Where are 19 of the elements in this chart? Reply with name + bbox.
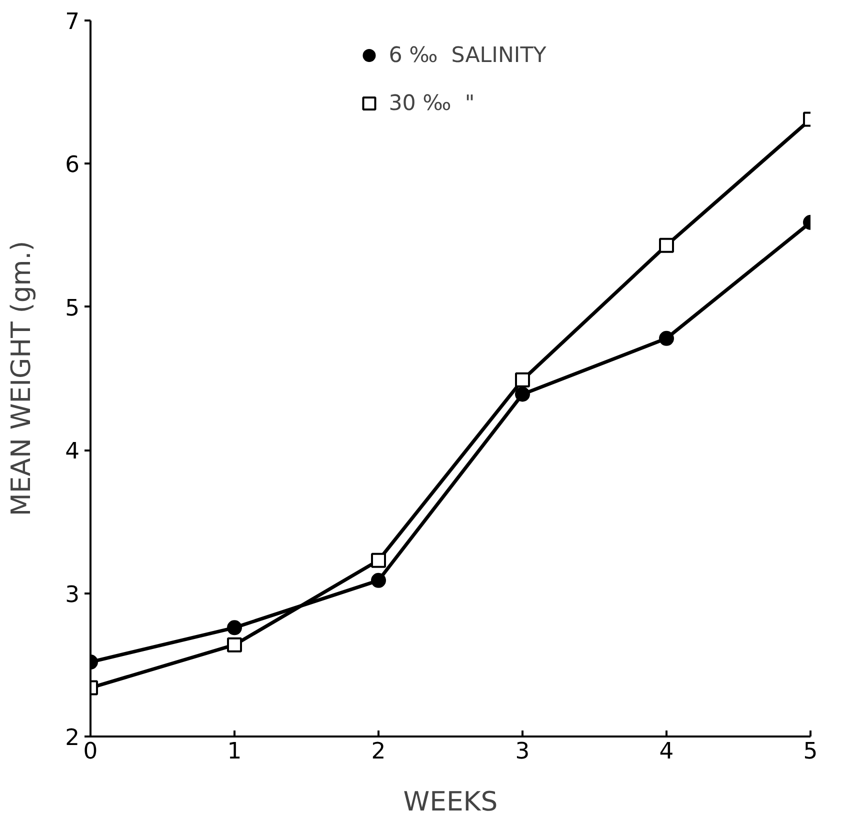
- x-axis-title: WEEKS: [403, 786, 498, 818]
- legend-label: 30 ‰ ": [388, 90, 475, 116]
- x-tick-label: 0: [83, 738, 98, 764]
- y-tick-label: 3: [65, 582, 80, 608]
- point: [371, 572, 386, 588]
- x-tick-label: 2: [371, 738, 386, 764]
- x-tick-label: 4: [659, 738, 674, 764]
- y-tick-label: 7: [65, 9, 80, 35]
- point: [515, 372, 530, 388]
- y-tick-label: 6: [65, 152, 80, 178]
- x-tick-label: 3: [515, 738, 530, 764]
- x-tick-label: 5: [803, 738, 818, 764]
- y-axis-title: MEAN WEIGHT (gm.): [6, 240, 38, 516]
- y-tick-label: 5: [65, 295, 80, 322]
- x-tick-label: 1: [227, 738, 242, 764]
- point: [515, 386, 530, 402]
- y-tick-label: 4: [65, 438, 80, 465]
- point: [371, 552, 386, 568]
- legend-label: 6 ‰ SALINITY: [388, 42, 546, 68]
